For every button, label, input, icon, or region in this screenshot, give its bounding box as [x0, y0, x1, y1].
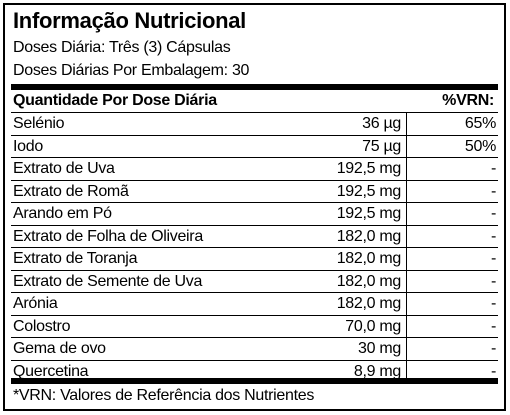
nutrient-name: Arando em Pó	[13, 205, 112, 222]
nutrient-vrn: -	[490, 340, 496, 357]
nutrient-amount: 36 µg	[362, 115, 401, 132]
column-separator	[406, 248, 407, 271]
nutrient-amount: 182,0 mg	[336, 272, 402, 290]
top-thick-divider	[11, 84, 498, 90]
nutrient-amount: 70,0 mg	[345, 317, 401, 335]
nutrient-vrn: -	[490, 272, 496, 290]
bottom-thick-divider	[11, 378, 498, 384]
table-row: Extrato de Folha de Oliveira 182,0 mg -	[11, 225, 498, 248]
column-separator	[406, 270, 407, 293]
nutrient-vrn: -	[490, 362, 496, 380]
table-header-row: Quantidade Por Dose Diária %VRN:	[11, 90, 498, 113]
column-separator	[406, 135, 407, 158]
nutrient-amount: 182,0 mg	[336, 295, 402, 312]
nutrient-name: Colostro	[13, 317, 71, 335]
nutrient-vrn: -	[490, 317, 496, 335]
nutrient-vrn: -	[490, 295, 496, 312]
nutrient-name: Extrato de Uva	[13, 160, 115, 177]
column-separator	[406, 113, 407, 136]
table-row: Iodo 75 µg 50%	[11, 135, 498, 158]
column-separator	[406, 203, 407, 226]
column-separator	[406, 360, 407, 384]
table-row: Extrato de Semente de Uva 182,0 mg -	[11, 270, 498, 293]
nutrient-vrn: -	[490, 250, 496, 267]
column-separator	[406, 315, 407, 338]
table-row: Gema de ovo 30 mg -	[11, 338, 498, 361]
label-title: Informação Nutricional	[13, 8, 246, 33]
quantity-header: Quantidade Por Dose Diária	[13, 92, 217, 109]
table-row: Extrato de Toranja 182,0 mg -	[11, 248, 498, 271]
vrn-header: %VRN:	[442, 92, 494, 109]
nutrient-name: Extrato de Romã	[13, 182, 129, 200]
nutrient-amount: 192,5 mg	[336, 205, 402, 222]
nutrient-amount: 192,5 mg	[336, 182, 402, 200]
nutrient-name: Iodo	[13, 137, 43, 155]
vrn-footnote: *VRN: Valores de Referência dos Nutrient…	[13, 387, 315, 404]
nutrient-vrn: -	[490, 227, 496, 245]
nutrient-vrn: -	[490, 160, 496, 177]
nutrient-amount: 75 µg	[362, 137, 401, 155]
table-row: Extrato de Romã 192,5 mg -	[11, 180, 498, 203]
nutrient-vrn: -	[490, 205, 496, 222]
table-row: Quercetina 8,9 mg -	[11, 360, 498, 384]
nutrient-name: Extrato de Folha de Oliveira	[13, 227, 203, 245]
nutrient-name: Selénio	[13, 115, 65, 132]
nutrient-amount: 8,9 mg	[353, 362, 401, 380]
column-separator	[406, 225, 407, 248]
table-row: Selénio 36 µg 65%	[11, 113, 498, 136]
column-separator	[406, 158, 407, 181]
nutrient-name: Gema de ovo	[13, 340, 106, 357]
nutrient-name: Quercetina	[13, 362, 89, 380]
nutrient-amount: 192,5 mg	[336, 160, 402, 177]
nutrient-name: Extrato de Toranja	[13, 250, 138, 267]
nutrient-vrn: -	[490, 182, 496, 200]
column-separator	[406, 338, 407, 361]
table-row: Colostro 70,0 mg -	[11, 315, 498, 338]
column-separator	[406, 180, 407, 203]
doses-per-package-text: Doses Diárias Por Embalagem: 30	[13, 62, 250, 79]
nutrient-name: Arónia	[13, 295, 58, 312]
nutrient-amount: 182,0 mg	[336, 250, 402, 267]
nutrient-amount: 30 mg	[358, 340, 401, 357]
table-row: Arónia 182,0 mg -	[11, 293, 498, 316]
daily-doses-text: Doses Diária: Três (3) Cápsulas	[13, 39, 231, 56]
nutrient-amount: 182,0 mg	[336, 227, 402, 245]
nutrition-facts-panel: Informação Nutricional Doses Diária: Trê…	[3, 3, 506, 411]
table-row: Arando em Pó 192,5 mg -	[11, 203, 498, 226]
nutrient-vrn: 65%	[464, 115, 496, 132]
table-row: Extrato de Uva 192,5 mg -	[11, 158, 498, 181]
nutrient-name: Extrato de Semente de Uva	[13, 272, 203, 290]
nutrient-vrn: 50%	[464, 137, 496, 155]
column-separator	[406, 293, 407, 316]
